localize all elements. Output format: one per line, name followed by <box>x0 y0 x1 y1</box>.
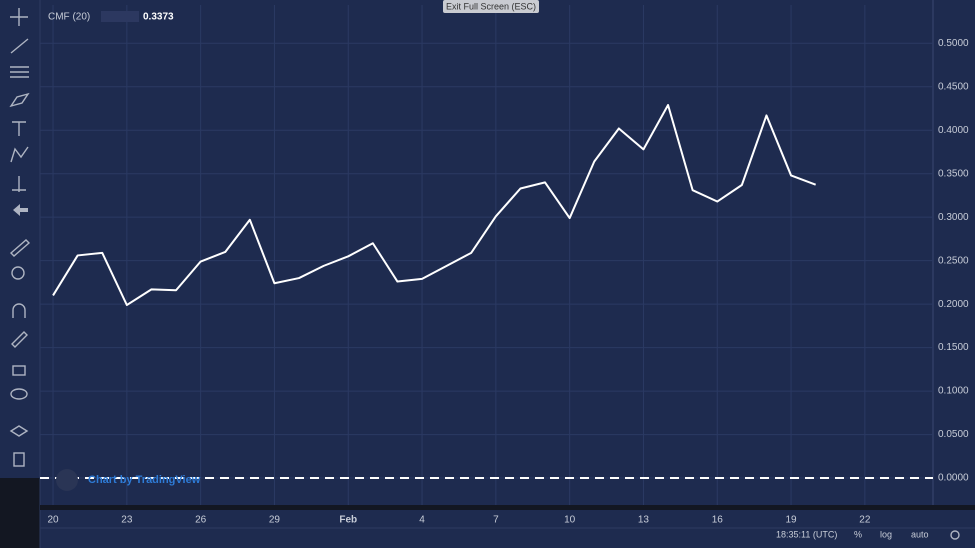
y-tick-label: 0.0000 <box>938 473 969 484</box>
exit-button[interactable] <box>443 0 539 13</box>
y-tick-label: 0.0500 <box>938 429 969 440</box>
crosshair-icon[interactable] <box>10 8 28 26</box>
x-tick-label: Feb <box>339 515 357 526</box>
brush-icon[interactable] <box>9 92 30 108</box>
back-icon[interactable] <box>13 204 28 216</box>
x-tick-label: 19 <box>785 515 797 526</box>
x-tick-label: 22 <box>859 515 871 526</box>
plot-area: 0.0000 0.0500 0.1000 0.1500 0.2000 0.2500 0.30… <box>40 5 969 526</box>
lock-draw-icon[interactable] <box>11 331 28 348</box>
magnet-icon[interactable] <box>12 303 26 318</box>
indicator-value: 0.3373 <box>143 12 174 23</box>
y-tick-label: 0.1000 <box>938 386 969 397</box>
measure-icon[interactable] <box>12 176 26 192</box>
x-tick-label: 16 <box>712 515 724 526</box>
eye-icon[interactable] <box>10 388 28 400</box>
trash-icon[interactable] <box>13 452 25 467</box>
x-tick-label: 23 <box>121 515 133 526</box>
text-icon[interactable] <box>12 121 26 136</box>
log-toggle[interactable]: log <box>880 529 892 539</box>
toolbar-foot <box>0 478 40 548</box>
y-tick-label: 0.4500 <box>938 81 969 92</box>
y-tick-label: 0.3000 <box>938 212 969 223</box>
y-tick-label: 0.5000 <box>938 38 969 49</box>
layers-icon[interactable] <box>9 425 29 437</box>
clock: 18:35:11 (UTC) <box>776 529 837 539</box>
y-tick-label: 0.2000 <box>938 299 969 310</box>
x-tick-label: 20 <box>47 515 59 526</box>
pane-separator <box>40 505 975 510</box>
x-tick-label: 26 <box>195 515 207 526</box>
watermark: Chart by TradingView <box>88 474 201 486</box>
pattern-icon[interactable] <box>10 146 29 163</box>
percent-toggle[interactable]: % <box>854 529 862 539</box>
x-tick-label: 10 <box>564 515 576 526</box>
indicator-name: CMF (20) <box>48 12 90 23</box>
x-tick-label: 4 <box>419 515 425 526</box>
cmf-line <box>52 104 817 306</box>
fib-icon[interactable] <box>10 66 29 78</box>
trendline-icon[interactable] <box>10 38 29 54</box>
watermark-logo <box>56 469 78 491</box>
x-tick-label: 29 <box>269 515 281 526</box>
x-tick-label: 13 <box>638 515 650 526</box>
y-tick-label: 0.3500 <box>938 168 969 179</box>
lock-icon[interactable] <box>12 365 26 376</box>
x-tick-label: 7 <box>493 515 499 526</box>
auto-toggle[interactable]: auto <box>911 529 929 539</box>
settings-icon[interactable] <box>950 530 960 540</box>
ruler-icon[interactable] <box>9 239 31 257</box>
toolbar-icons[interactable] <box>9 8 31 467</box>
indicator-buttons[interactable] <box>101 11 139 22</box>
y-tick-label: 0.4000 <box>938 125 969 136</box>
y-tick-label: 0.1500 <box>938 342 969 353</box>
exit-button-label[interactable]: Exit Full Screen (ESC) <box>446 1 536 11</box>
y-tick-label: 0.2500 <box>938 255 969 266</box>
zoom-icon[interactable] <box>11 266 25 280</box>
